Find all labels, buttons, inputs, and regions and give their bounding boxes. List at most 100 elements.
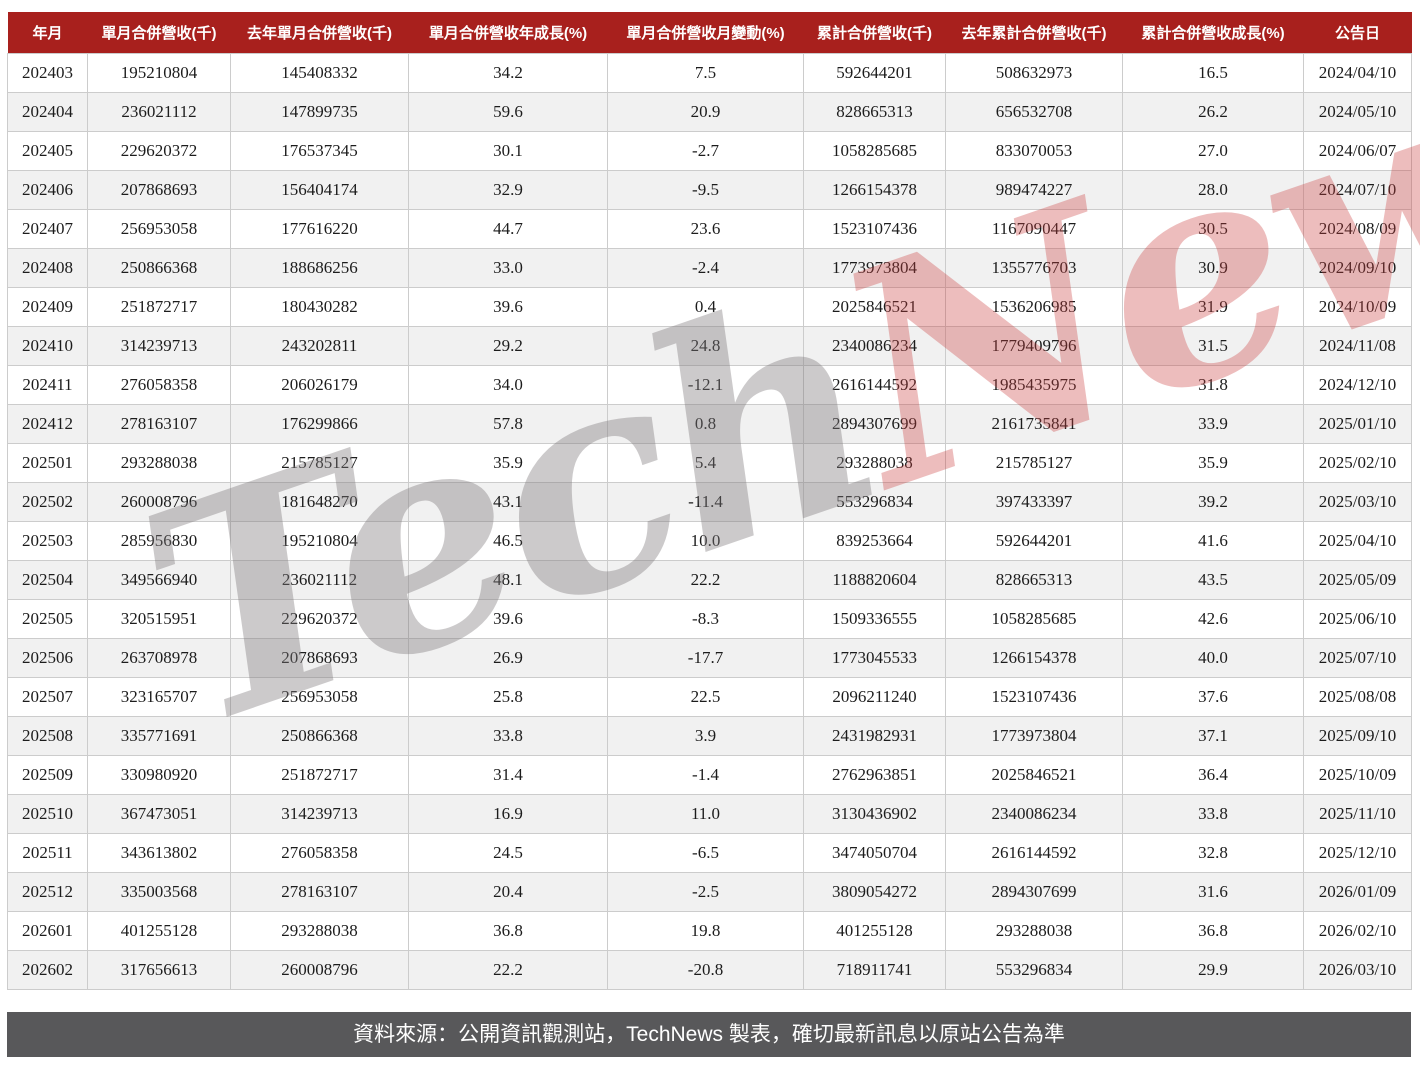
table-cell: 256953058 [87, 208, 231, 249]
table-cell: 10.0 [607, 520, 804, 561]
column-header: 去年累計合併營收(千) [945, 12, 1123, 53]
table-cell: 2096211240 [803, 676, 946, 717]
table-row: 202409 251872717 180430282 39.6 0.4 202584652… [7, 286, 1412, 327]
table-cell: 57.8 [408, 403, 608, 444]
table-cell: 202602 [7, 949, 88, 990]
table-cell: 30.5 [1122, 208, 1304, 249]
table-cell: 34.2 [408, 52, 608, 93]
table-cell: 2025/11/10 [1303, 793, 1412, 834]
table-cell: 367473051 [87, 793, 231, 834]
table-cell: 2161735841 [945, 403, 1123, 444]
table-cell: 508632973 [945, 52, 1123, 93]
table-cell: 177616220 [230, 208, 409, 249]
table-cell: 34.0 [408, 364, 608, 405]
source-note-text: 資料來源：公開資訊觀測站，TechNews 製表，確切最新訊息以原站公告為準 [353, 1023, 1065, 1046]
table-cell: 1266154378 [803, 169, 946, 210]
table-cell: 35.9 [1122, 442, 1304, 483]
table-cell: 1523107436 [945, 676, 1123, 717]
table-cell: 30.9 [1122, 247, 1304, 288]
table-cell: 39.6 [408, 598, 608, 639]
table-cell: 40.0 [1122, 637, 1304, 678]
table-cell: 1266154378 [945, 637, 1123, 678]
table-cell: 349566940 [87, 559, 231, 600]
monthly-revenue-table: 年月 單月合併營收(千) 去年單月合併營收(千) 單月合併營收年成長(%) 單月合併營收… [7, 12, 1412, 990]
table-cell: 2025/02/10 [1303, 442, 1412, 483]
table-cell: 202502 [7, 481, 88, 522]
table-cell: 317656613 [87, 949, 231, 990]
table-cell: 293288038 [803, 442, 946, 483]
table-cell: 202503 [7, 520, 88, 561]
table-cell: 16.5 [1122, 52, 1304, 93]
table-cell: 276058358 [87, 364, 231, 405]
table-cell: 335003568 [87, 871, 231, 912]
table-cell: 202501 [7, 442, 88, 483]
table-cell: 828665313 [945, 559, 1123, 600]
table-row: 202601 401255128 293288038 36.8 19.8 40125512… [7, 910, 1412, 951]
table-cell: 26.9 [408, 637, 608, 678]
table-cell: 202509 [7, 754, 88, 795]
table-cell: 207868693 [87, 169, 231, 210]
table-cell: 1985435975 [945, 364, 1123, 405]
table-cell: 44.7 [408, 208, 608, 249]
table-cell: 250866368 [87, 247, 231, 288]
table-row: 202406 207868693 156404174 32.9 -9.5 12661543… [7, 169, 1412, 210]
table-cell: 20.9 [607, 91, 804, 132]
table-cell: 3809054272 [803, 871, 946, 912]
table-cell: -1.4 [607, 754, 804, 795]
table-cell: 276058358 [230, 832, 409, 873]
table-cell: 285956830 [87, 520, 231, 561]
table-cell: 36.8 [1122, 910, 1304, 951]
table-cell: 2025/05/09 [1303, 559, 1412, 600]
table-cell: 16.9 [408, 793, 608, 834]
table-cell: 5.4 [607, 442, 804, 483]
table-cell: 202601 [7, 910, 88, 951]
table-cell: 260008796 [230, 949, 409, 990]
table-cell: 35.9 [408, 442, 608, 483]
table-cell: 37.1 [1122, 715, 1304, 756]
table-cell: 833070053 [945, 130, 1123, 171]
table-cell: 176537345 [230, 130, 409, 171]
table-cell: 202403 [7, 52, 88, 93]
table-cell: 33.8 [1122, 793, 1304, 834]
table-row: 202408 250866368 188686256 33.0 -2.4 17739738… [7, 247, 1412, 288]
table-cell: 839253664 [803, 520, 946, 561]
table-row: 202412 278163107 176299866 57.8 0.8 289430769… [7, 403, 1412, 444]
table-cell: 260008796 [87, 481, 231, 522]
table-cell: -17.7 [607, 637, 804, 678]
table-cell: 2024/11/08 [1303, 325, 1412, 366]
table-cell: 36.8 [408, 910, 608, 951]
table-cell: 3130436902 [803, 793, 946, 834]
table-cell: 176299866 [230, 403, 409, 444]
revenue-table-container: 年月 單月合併營收(千) 去年單月合併營收(千) 單月合併營收年成長(%) 單月合併營收… [7, 12, 1412, 990]
table-cell: 188686256 [230, 247, 409, 288]
column-header: 單月合併營收(千) [87, 12, 231, 53]
table-cell: 31.8 [1122, 364, 1304, 405]
table-cell: 156404174 [230, 169, 409, 210]
table-cell: 147899735 [230, 91, 409, 132]
table-cell: 26.2 [1122, 91, 1304, 132]
table-cell: 2340086234 [803, 325, 946, 366]
table-cell: 2616144592 [803, 364, 946, 405]
table-body: 202403 195210804 145408332 34.2 7.5 592644201… [7, 52, 1412, 990]
table-cell: 1773045533 [803, 637, 946, 678]
table-cell: 243202811 [230, 325, 409, 366]
column-header: 公告日 [1303, 12, 1412, 53]
table-cell: -12.1 [607, 364, 804, 405]
table-cell: 202510 [7, 793, 88, 834]
table-cell: 401255128 [87, 910, 231, 951]
table-cell: 1779409796 [945, 325, 1123, 366]
table-cell: 1773973804 [945, 715, 1123, 756]
table-cell: 1188820604 [803, 559, 946, 600]
table-cell: 330980920 [87, 754, 231, 795]
table-cell: 2616144592 [945, 832, 1123, 873]
table-cell: 33.8 [408, 715, 608, 756]
table-cell: 251872717 [230, 754, 409, 795]
table-row: 202404 236021112 147899735 59.6 20.9 82866531… [7, 91, 1412, 132]
table-cell: 202511 [7, 832, 88, 873]
table-cell: -11.4 [607, 481, 804, 522]
table-cell: 202506 [7, 637, 88, 678]
column-header: 單月合併營收年成長(%) [408, 12, 608, 53]
table-cell: 22.5 [607, 676, 804, 717]
table-cell: 0.4 [607, 286, 804, 327]
table-cell: 202507 [7, 676, 88, 717]
